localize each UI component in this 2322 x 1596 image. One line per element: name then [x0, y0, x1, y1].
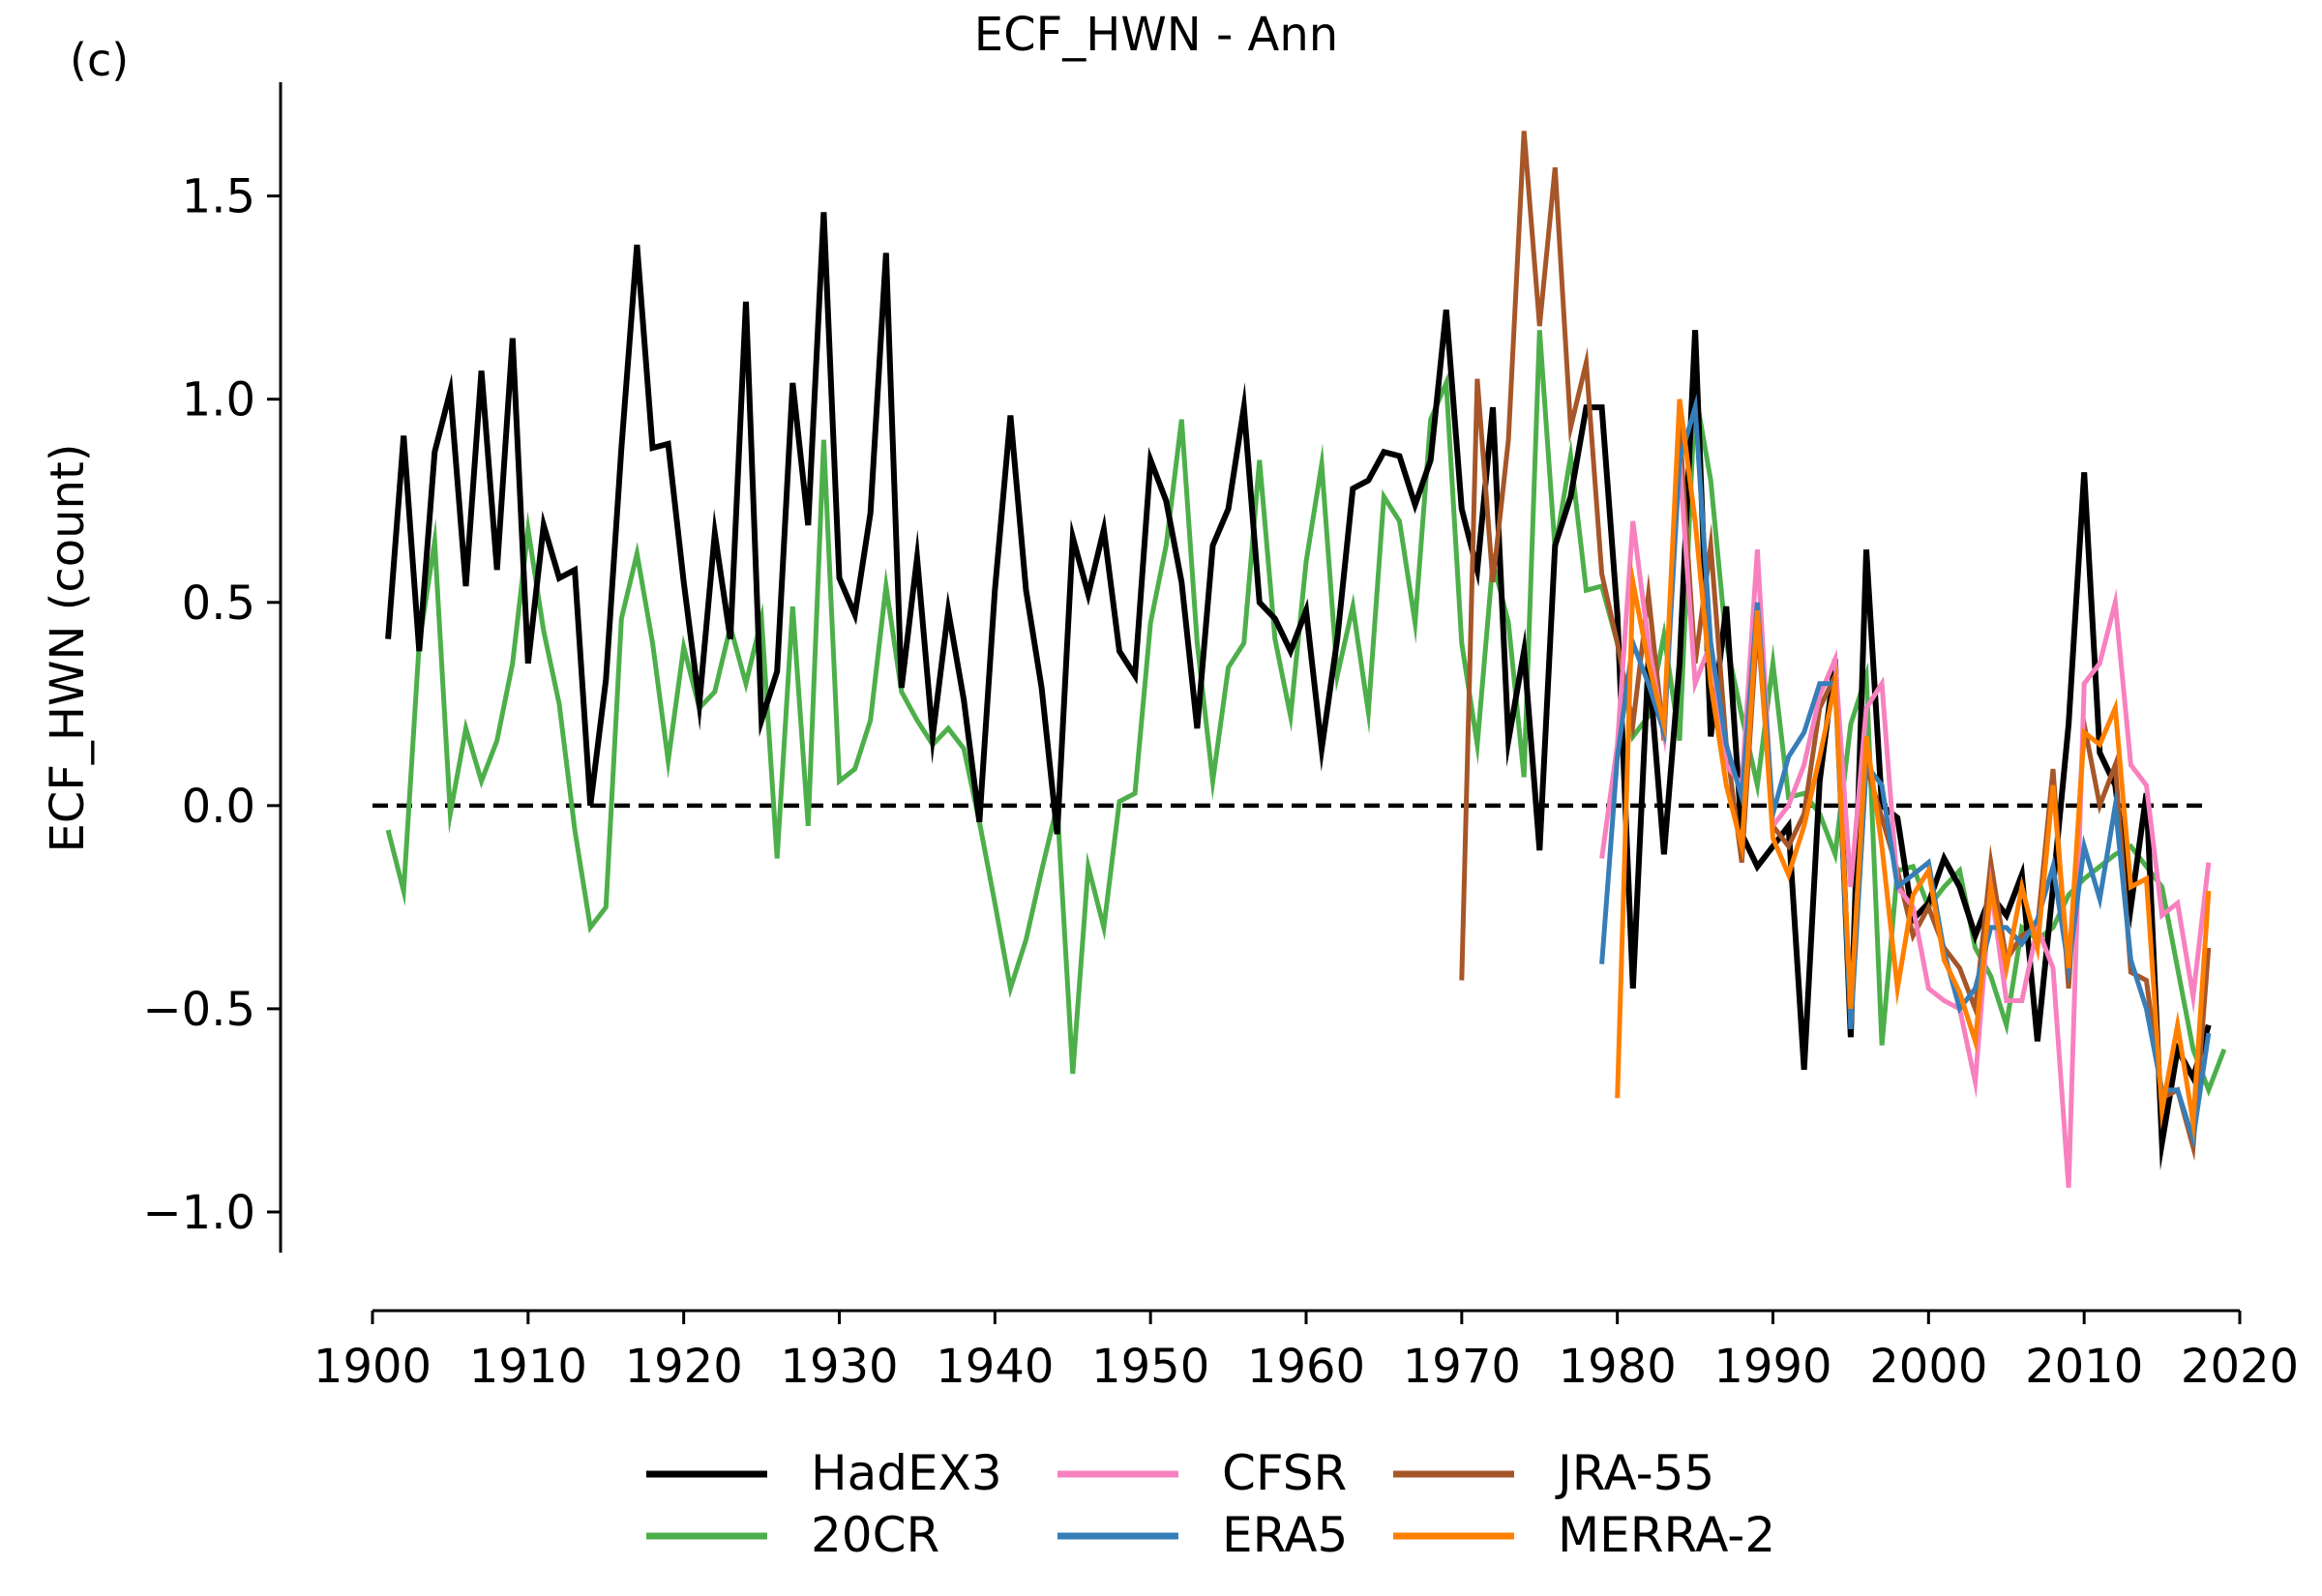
y-tick-label: 1.5: [182, 170, 255, 224]
series-line-jra-55: [1459, 131, 2212, 1162]
series-line-cfsr: [1599, 459, 2212, 1188]
series-line-merra-2: [1615, 399, 2212, 1144]
x-tick-label: 1950: [1091, 1340, 1209, 1394]
x-tick-label: 1940: [936, 1340, 1054, 1394]
chart-title: ECF_HWN - Ann: [974, 8, 1338, 62]
legend-label: CFSR: [1222, 1445, 1347, 1501]
y-tick-label: −0.5: [142, 983, 255, 1037]
x-tick-label: 1980: [1559, 1340, 1677, 1394]
axes: −1.0 −0.5 0.0 0.5 1.0 1.5 1900 1910 1920 1930 1940…: [142, 82, 2299, 1394]
x-tick-label: 2020: [2181, 1340, 2299, 1394]
x-tick-label: 1990: [1713, 1340, 1831, 1394]
x-tick-label: 1920: [625, 1340, 743, 1394]
series-lines: [385, 131, 2227, 1188]
legend-label: 20CR: [811, 1507, 939, 1563]
legend-label: ERA5: [1222, 1507, 1348, 1563]
series-line-hadex3: [385, 212, 2212, 1171]
x-tick-label: 1960: [1247, 1340, 1365, 1394]
legend-label: JRA-55: [1555, 1445, 1714, 1501]
y-tick-label: 1.0: [182, 373, 255, 428]
x-tick-label: 1900: [313, 1340, 432, 1394]
y-axis-label: ECF_HWN (count): [41, 443, 95, 852]
x-tick-label: 2010: [2025, 1340, 2143, 1394]
panel-label: (c): [70, 34, 129, 86]
x-tick-label: 1910: [469, 1340, 587, 1394]
y-tick-label: 0.5: [182, 576, 255, 631]
x-tick-label: 1930: [780, 1340, 898, 1394]
y-tick-label: 0.0: [182, 780, 255, 834]
series-line-20cr: [385, 330, 2227, 1097]
x-tick-label: 2000: [1869, 1340, 1987, 1394]
x-tick-label: 1970: [1403, 1340, 1521, 1394]
legend-label: MERRA-2: [1558, 1507, 1775, 1563]
legend-label: HadEX3: [811, 1445, 1002, 1501]
series-line-era5: [1599, 393, 2212, 1150]
y-tick-label: −1.0: [142, 1186, 255, 1240]
legend: HadEX3 20CR CFSR ERA5 JRA-55 MERRA-2: [646, 1445, 1775, 1563]
